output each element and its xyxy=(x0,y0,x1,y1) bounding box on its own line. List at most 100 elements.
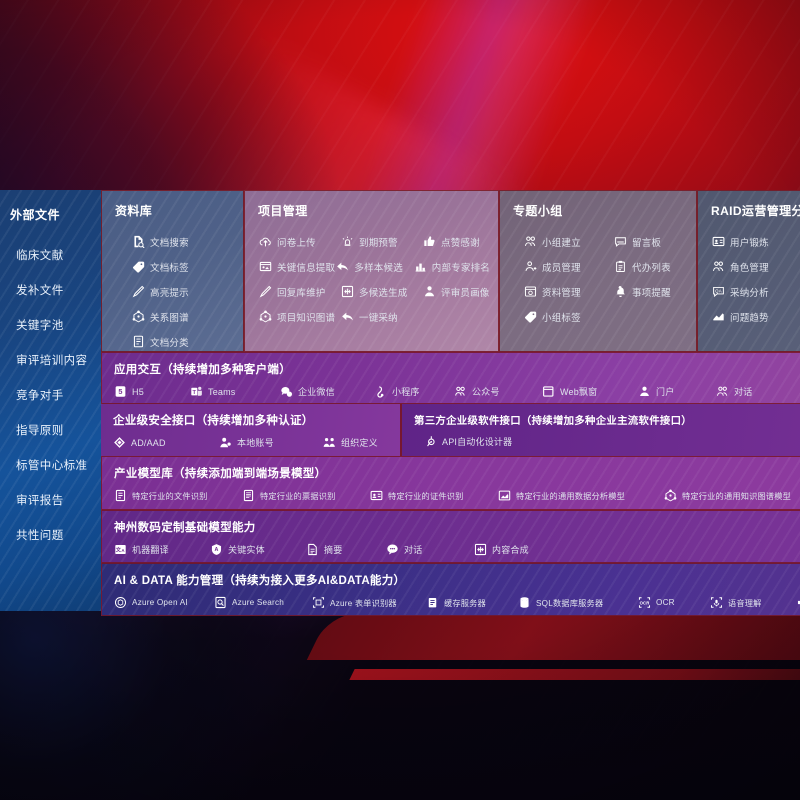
feature-wechat-work[interactable]: 企业微信 xyxy=(280,381,356,403)
feature-multi-sample-candidates[interactable]: 多样本候选 xyxy=(336,254,413,279)
feature-official-account[interactable]: 公众号 xyxy=(454,381,524,403)
card-raid-items: 用户锻炼 角色管理 QA 采纳分析 问题趋势 xyxy=(698,219,800,329)
feature-group-create[interactable]: 小组建立 xyxy=(524,229,614,254)
feature-cache-server[interactable]: 缓存服务器 xyxy=(426,592,504,615)
card-project-management: 项目管理 问卷上传 到期预警 xyxy=(244,190,499,352)
feature-industry-knowledge-graph-model[interactable]: 特定行业的通用知识图谱模型 xyxy=(664,485,791,508)
clipboard-list-icon xyxy=(614,260,627,273)
sidebar-item-clinical-literature[interactable]: 临床文献 xyxy=(16,249,64,262)
feature-summary[interactable]: 摘要 xyxy=(306,539,368,562)
feature-sql-db-server[interactable]: SQL数据库服务器 xyxy=(518,592,624,615)
feature-label: 门户 xyxy=(656,387,675,397)
feature-label: 小组标签 xyxy=(542,312,581,324)
feature-reply-library-maintain[interactable]: 回复库维护 xyxy=(259,279,341,304)
sidebar-item-guidelines[interactable]: 指导原则 xyxy=(16,424,64,437)
feature-project-knowledge-graph[interactable]: 项目知识图谱 xyxy=(259,304,341,329)
tts-icon xyxy=(796,596,800,609)
feature-label: Web飘窗 xyxy=(560,387,598,397)
feature-label: 一键采纳 xyxy=(359,312,398,324)
svg-text:文: 文 xyxy=(116,545,122,553)
svg-text:5: 5 xyxy=(118,387,122,396)
feature-material-management[interactable]: 资料管理 xyxy=(524,279,614,304)
sidebar-item-keyword-pool[interactable]: 关键字池 xyxy=(16,319,64,332)
feature-expert-ranking[interactable]: 内部专家排名 xyxy=(414,254,490,279)
entity-a-icon: A xyxy=(210,543,223,556)
feature-azure-form-recognizer[interactable]: Azure 表单识别器 xyxy=(312,592,412,615)
feature-tts[interactable]: TTS xyxy=(796,592,800,615)
feature-label: 文档标签 xyxy=(150,262,189,274)
band-industry-items: 特定行业的文件识别 特定行业的票据识别 特定行业的证件识别 xyxy=(102,481,800,508)
feature-web-float-window[interactable]: Web飘窗 xyxy=(542,381,620,403)
feature-industry-id-recognition[interactable]: 特定行业的证件识别 xyxy=(370,485,484,508)
feature-questionnaire-upload[interactable]: 问卷上传 xyxy=(259,229,341,254)
feature-org-definition[interactable]: 组织定义 xyxy=(323,432,378,455)
feature-label: 特定行业的通用知识图谱模型 xyxy=(682,491,792,501)
feature-industry-data-analysis-model[interactable]: 特定行业的通用数据分析模型 xyxy=(498,485,650,508)
feature-azure-openai[interactable]: Azure Open AI xyxy=(114,592,200,615)
feature-miniprogram[interactable]: 小程序 xyxy=(374,381,436,403)
feature-relation-graph[interactable]: 关系图谱 xyxy=(132,304,235,329)
feature-local-account[interactable]: 本地账号 xyxy=(219,432,305,455)
feature-label: 角色管理 xyxy=(730,262,769,274)
pen-edit-icon xyxy=(259,285,272,298)
sidebar-item-standards-center[interactable]: 标管中心标准 xyxy=(16,459,88,472)
feature-todo-list[interactable]: 代办列表 xyxy=(614,254,671,279)
feature-dialog[interactable]: 对话 xyxy=(716,381,752,403)
feature-doc-classify[interactable]: 文档分类 xyxy=(132,329,235,351)
feature-highlight[interactable]: 高亮提示 xyxy=(132,279,235,304)
feature-one-click-adopt[interactable]: 一键采纳 xyxy=(341,304,398,329)
feature-doc-tag[interactable]: 文档标签 xyxy=(132,254,235,279)
feature-thanks-like[interactable]: 点赞感谢 xyxy=(423,229,480,254)
sidebar-item-review-report[interactable]: 审评报告 xyxy=(16,494,64,507)
feature-label: AD/AAD xyxy=(131,437,166,448)
feature-portal[interactable]: 门户 xyxy=(638,381,698,403)
sidebar-item-review-training[interactable]: 审评培训内容 xyxy=(16,354,88,367)
feature-h5[interactable]: 5 H5 xyxy=(114,381,172,403)
miniprogram-icon xyxy=(374,385,387,398)
feature-row: 项目知识图谱 一键采纳 xyxy=(259,304,490,329)
summary-doc-icon xyxy=(306,543,319,556)
feature-label: 采纳分析 xyxy=(730,287,769,299)
feature-ad-aad[interactable]: AD/AAD xyxy=(113,432,201,455)
feature-voice-understanding[interactable]: 语音理解 xyxy=(710,592,782,615)
feature-issue-trend[interactable]: 问题趋势 xyxy=(712,304,800,329)
card-project-title: 项目管理 xyxy=(258,204,308,218)
person-key-icon xyxy=(219,436,232,449)
feature-azure-search[interactable]: Azure Search xyxy=(214,592,298,615)
feature-message-board[interactable]: 留言板 xyxy=(614,229,661,254)
feature-adoption-analysis[interactable]: QA 采纳分析 xyxy=(712,279,800,304)
band-app-interaction-items: 5 H5 T Teams 企业微信 xyxy=(102,377,800,403)
tag-icon xyxy=(524,310,537,323)
feature-reviewer-portrait[interactable]: 评审员画像 xyxy=(423,279,490,304)
search-doc-icon xyxy=(214,596,227,609)
wechat-work-icon xyxy=(280,385,293,398)
feature-label: 特定行业的通用数据分析模型 xyxy=(516,491,626,501)
feature-group-tag[interactable]: 小组标签 xyxy=(524,304,614,329)
feature-ocr[interactable]: OCR OCR xyxy=(638,592,696,615)
feature-label: 关系图谱 xyxy=(150,312,189,324)
feature-teams[interactable]: T Teams xyxy=(190,381,262,403)
feature-item-reminder[interactable]: 事项提醒 xyxy=(614,279,671,304)
sidebar-item-common-issues[interactable]: 共性问题 xyxy=(16,529,64,542)
feature-key-entity[interactable]: A 关键实体 xyxy=(210,539,288,562)
feature-member-management[interactable]: 成员管理 xyxy=(524,254,614,279)
feature-industry-file-recognition[interactable]: 特定行业的文件识别 xyxy=(114,485,228,508)
feature-content-synthesis[interactable]: 内容合成 xyxy=(474,539,529,562)
feature-user-training[interactable]: 用户锻炼 xyxy=(712,229,800,254)
feature-industry-receipt-recognition[interactable]: 特定行业的票据识别 xyxy=(242,485,356,508)
feature-dialog[interactable]: 对话 xyxy=(386,539,456,562)
feature-role-management[interactable]: 角色管理 xyxy=(712,254,800,279)
feature-row: 成员管理 代办列表 xyxy=(524,254,688,279)
feature-api-designer[interactable]: API自动化设计器 xyxy=(424,431,512,454)
band-industry-title: 产业模型库（持续添加端到端场景模型） xyxy=(114,468,327,480)
feature-due-alert[interactable]: 到期预警 xyxy=(341,229,423,254)
feature-multi-candidate-generation[interactable]: 多候选生成 xyxy=(341,279,423,304)
feature-doc-search[interactable]: 文档搜索 xyxy=(132,229,235,254)
sidebar-item-supplement-files[interactable]: 发补文件 xyxy=(16,284,64,297)
sidebar-item-competitors[interactable]: 竞争对手 xyxy=(16,389,64,402)
feature-label: 留言板 xyxy=(632,237,662,249)
feature-key-info-extract[interactable]: 关键信息提取 xyxy=(259,254,336,279)
feature-label: 特定行业的文件识别 xyxy=(132,491,208,501)
card-library-title: 资料库 xyxy=(115,204,153,218)
